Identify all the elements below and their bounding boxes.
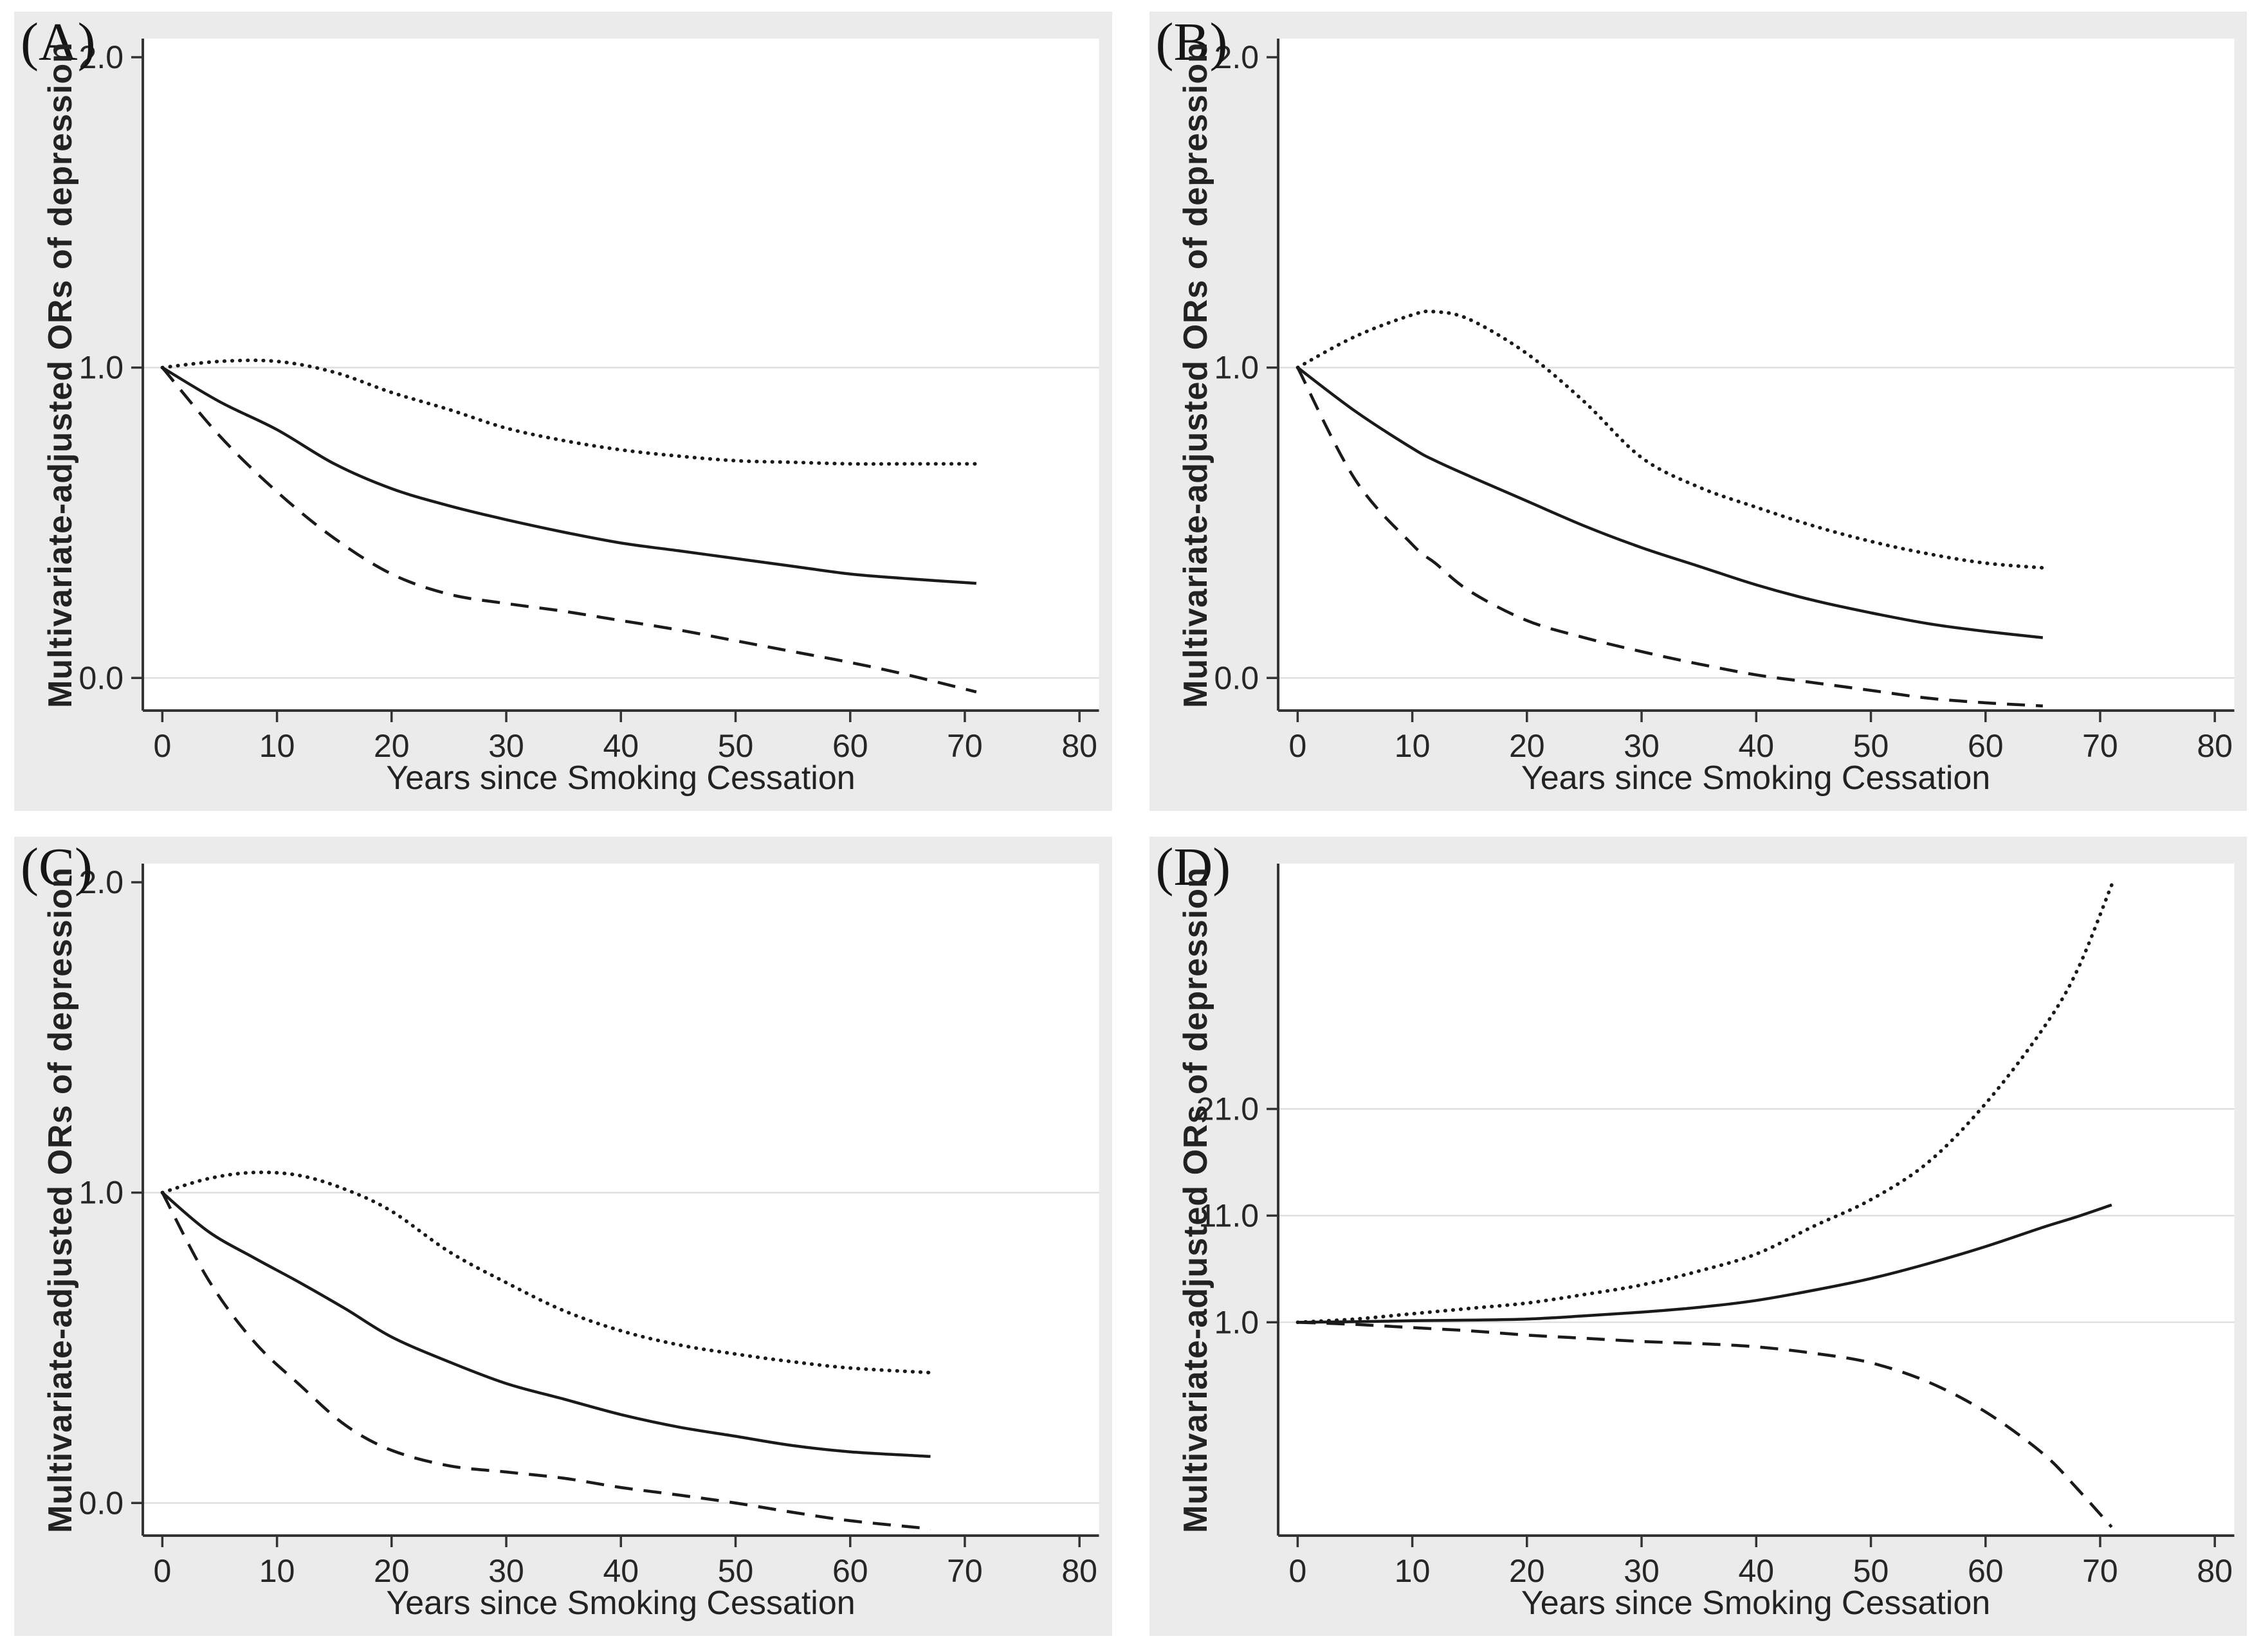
figure-grid: 0.0 1.0 2.0 0 10 20 30 40 50 60 70 80 (A) Multivari… <box>14 12 2247 1636</box>
plot-area-c: 0.0 1.0 2.0 0 10 20 30 40 50 60 70 80 <box>79 864 1099 1589</box>
upper-95ci-curve <box>160 358 978 466</box>
or-point-estimate-curve <box>1296 366 2043 639</box>
x-axis-title-a: Years since Smoking Cessation <box>386 759 856 797</box>
upper-95ci-curve <box>1295 309 2045 570</box>
panel-d: 1.0 11.0 21.0 0 10 20 30 40 50 60 70 80 (D) Multiva… <box>1149 837 2247 1636</box>
panel-letter-a: (A) <box>21 12 96 72</box>
plot-background <box>143 39 1099 711</box>
y-tick-label: 0.0 <box>79 660 124 696</box>
x-tick-label: 70 <box>2082 728 2118 764</box>
plot-area-d: 1.0 11.0 21.0 0 10 20 30 40 50 60 70 80 <box>1196 864 2234 1589</box>
x-tick-label: 70 <box>947 728 983 764</box>
lower-95ci-curve <box>1297 1321 2113 1529</box>
panel-b: 0.0 1.0 2.0 0 10 20 30 40 50 60 70 80 (B) Multivari… <box>1149 12 2247 811</box>
x-tick-label: 10 <box>1394 1553 1430 1589</box>
y-axis-title-a: Multivariate-adjusted ORs of depression <box>42 42 79 708</box>
x-axis-title-d: Years since Smoking Cessation <box>1521 1584 1991 1622</box>
y-tick-label: 0.0 <box>79 1485 124 1521</box>
x-tick-label: 30 <box>488 1553 524 1589</box>
y-axis-title-b: Multivariate-adjusted ORs of depression <box>1176 42 1214 708</box>
x-tick-label: 80 <box>2197 1553 2233 1589</box>
y-axis-title-c: Multivariate-adjusted ORs of depression <box>42 867 79 1533</box>
lower-95ci-curve <box>1295 367 2043 708</box>
x-tick-label: 60 <box>1967 728 2003 764</box>
plot-background <box>1277 864 2234 1536</box>
x-tick-label: 70 <box>947 1553 983 1589</box>
x-tick-label: 40 <box>603 1553 639 1589</box>
x-tick-label: 80 <box>1061 728 1097 764</box>
x-tick-label: 20 <box>1508 728 1544 764</box>
panel-a: 0.0 1.0 2.0 0 10 20 30 40 50 60 70 80 (A) Multivari… <box>14 12 1112 811</box>
x-tick-label: 50 <box>1853 728 1889 764</box>
x-tick-label: 20 <box>374 728 410 764</box>
upper-95ci-curve <box>160 1170 933 1375</box>
y-tick-label: 21.0 <box>1196 1091 1258 1127</box>
x-tick-label: 80 <box>1061 1553 1097 1589</box>
x-axis-title-b: Years since Smoking Cessation <box>1521 759 1991 797</box>
x-tick-label: 60 <box>1967 1553 2003 1589</box>
panel-letter-b: (B) <box>1155 12 1228 72</box>
y-tick-label: 11.0 <box>1198 1197 1259 1233</box>
y-tick-label: 1.0 <box>1214 1304 1259 1340</box>
x-tick-label: 40 <box>1738 728 1774 764</box>
y-tick-label: 1.0 <box>1214 350 1259 386</box>
x-tick-label: 10 <box>259 1553 295 1589</box>
x-tick-label: 50 <box>1853 1553 1889 1589</box>
y-tick-label: 2.0 <box>79 864 124 900</box>
x-tick-label: 0 <box>1288 1553 1306 1589</box>
plot-background <box>1277 39 2234 711</box>
x-tick-label: 0 <box>153 1553 171 1589</box>
x-tick-label: 40 <box>603 728 639 764</box>
x-tick-label: 40 <box>1738 1553 1774 1589</box>
plot-area-a: 0.0 1.0 2.0 0 10 20 30 40 50 60 70 80 <box>79 39 1099 764</box>
panel-letter-d: (D) <box>1155 837 1231 897</box>
x-tick-label: 20 <box>1508 1553 1544 1589</box>
x-tick-label: 10 <box>259 728 295 764</box>
x-axis-title-c: Years since Smoking Cessation <box>386 1584 856 1622</box>
panel-c: 0.0 1.0 2.0 0 10 20 30 40 50 60 70 80 (C) Multivari… <box>14 837 1112 1636</box>
y-tick-label: 1.0 <box>79 350 124 386</box>
x-tick-label: 30 <box>1624 1553 1660 1589</box>
x-tick-label: 20 <box>374 1553 410 1589</box>
x-tick-label: 10 <box>1394 728 1430 764</box>
or-point-estimate-curve <box>161 1191 931 1458</box>
or-point-estimate-curve <box>1297 1203 2112 1324</box>
plot-background <box>143 864 1099 1536</box>
x-tick-label: 70 <box>2082 1553 2118 1589</box>
x-tick-label: 80 <box>2197 728 2233 764</box>
or-point-estimate-curve <box>161 366 976 585</box>
x-tick-label: 30 <box>488 728 524 764</box>
x-tick-label: 0 <box>153 728 171 764</box>
y-tick-label: 0.0 <box>1214 660 1259 696</box>
plot-area-b: 0.0 1.0 2.0 0 10 20 30 40 50 60 70 80 <box>1214 39 2234 764</box>
y-axis-title-d: Multivariate-adjusted ORs of depression <box>1176 867 1214 1533</box>
x-tick-label: 0 <box>1288 728 1306 764</box>
lower-95ci-curve <box>161 1192 931 1530</box>
panel-letter-c: (C) <box>21 837 93 897</box>
x-tick-label: 60 <box>832 728 868 764</box>
x-tick-label: 50 <box>718 728 754 764</box>
y-tick-label: 2.0 <box>1214 39 1259 75</box>
x-tick-label: 60 <box>832 1553 868 1589</box>
y-tick-label: 1.0 <box>79 1175 124 1211</box>
y-tick-label: 2.0 <box>79 39 124 75</box>
x-tick-label: 30 <box>1624 728 1660 764</box>
x-tick-label: 50 <box>718 1553 754 1589</box>
lower-95ci-curve <box>161 367 977 694</box>
